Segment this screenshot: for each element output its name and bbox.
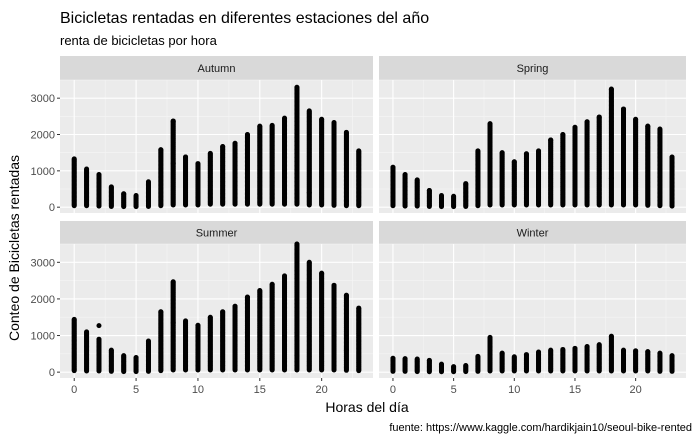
data-point xyxy=(487,121,493,127)
data-point xyxy=(121,191,127,197)
data-point xyxy=(608,175,614,181)
data-point xyxy=(343,198,349,204)
data-point xyxy=(657,126,663,132)
data-point xyxy=(319,116,325,122)
data-point xyxy=(596,114,602,120)
facet-strip xyxy=(379,56,686,80)
data-point xyxy=(487,155,493,161)
data-point xyxy=(121,353,127,359)
data-point xyxy=(269,281,275,287)
data-point xyxy=(133,354,139,360)
data-point xyxy=(499,150,505,156)
facet-label: Summer xyxy=(196,228,238,240)
data-point xyxy=(294,84,300,90)
data-point xyxy=(158,309,164,315)
data-point xyxy=(170,279,176,285)
data-point xyxy=(84,166,90,172)
data-point xyxy=(96,336,102,342)
chart-title: Bicicletas rentadas en diferentes estaci… xyxy=(60,10,429,27)
data-point xyxy=(232,140,238,146)
data-point xyxy=(257,287,263,293)
data-point xyxy=(584,119,590,125)
data-point xyxy=(220,309,226,315)
facet-label: Autumn xyxy=(198,63,236,75)
data-point xyxy=(170,118,176,124)
data-point xyxy=(108,347,114,353)
data-point xyxy=(572,124,578,130)
data-point xyxy=(133,193,139,199)
data-point xyxy=(282,273,288,279)
data-point xyxy=(343,129,349,135)
data-point xyxy=(183,318,189,324)
data-point xyxy=(195,322,201,328)
data-point xyxy=(269,122,275,128)
data-point xyxy=(158,147,164,153)
data-point xyxy=(356,148,362,154)
data-point xyxy=(621,106,627,112)
chart-subtitle: renta de bicicletas por hora xyxy=(60,33,218,48)
data-point xyxy=(306,190,312,196)
data-point xyxy=(170,161,176,167)
data-point xyxy=(475,148,481,154)
points-autumn xyxy=(71,84,362,210)
data-point xyxy=(145,179,151,185)
data-point xyxy=(511,159,517,165)
data-point xyxy=(306,108,312,114)
data-point xyxy=(244,132,250,138)
facet-panel-summer: Summer xyxy=(60,221,373,378)
data-point xyxy=(84,329,90,335)
data-point xyxy=(463,181,469,187)
panel-background xyxy=(379,80,686,213)
facet-panel-autumn: Autumn xyxy=(60,56,373,213)
data-point xyxy=(183,154,189,160)
data-point xyxy=(331,120,337,126)
points-spring xyxy=(390,86,675,210)
facet-strip xyxy=(60,56,373,80)
data-point xyxy=(71,156,77,162)
facet-label: Spring xyxy=(517,63,549,75)
data-point xyxy=(207,314,213,320)
data-point xyxy=(414,177,420,183)
data-point xyxy=(560,132,566,138)
data-point xyxy=(96,171,102,177)
data-point xyxy=(438,193,444,199)
data-point xyxy=(536,148,542,154)
data-point xyxy=(257,123,263,129)
data-point xyxy=(523,151,529,157)
panel-background xyxy=(60,80,373,213)
data-point xyxy=(145,338,151,344)
data-point xyxy=(608,86,614,92)
data-point xyxy=(426,187,432,193)
facet-panel-spring: Spring xyxy=(379,56,686,213)
data-point xyxy=(232,303,238,309)
data-point xyxy=(220,144,226,149)
data-point xyxy=(207,150,213,156)
data-point xyxy=(633,116,639,122)
data-point xyxy=(282,115,288,121)
data-point xyxy=(390,164,396,170)
data-point xyxy=(108,184,114,190)
data-point xyxy=(451,193,457,199)
panel-background xyxy=(60,244,373,378)
data-point xyxy=(645,123,651,129)
data-point xyxy=(669,154,675,160)
data-point xyxy=(195,161,201,167)
data-point xyxy=(548,137,554,143)
data-point xyxy=(71,316,77,322)
data-point xyxy=(402,171,408,177)
